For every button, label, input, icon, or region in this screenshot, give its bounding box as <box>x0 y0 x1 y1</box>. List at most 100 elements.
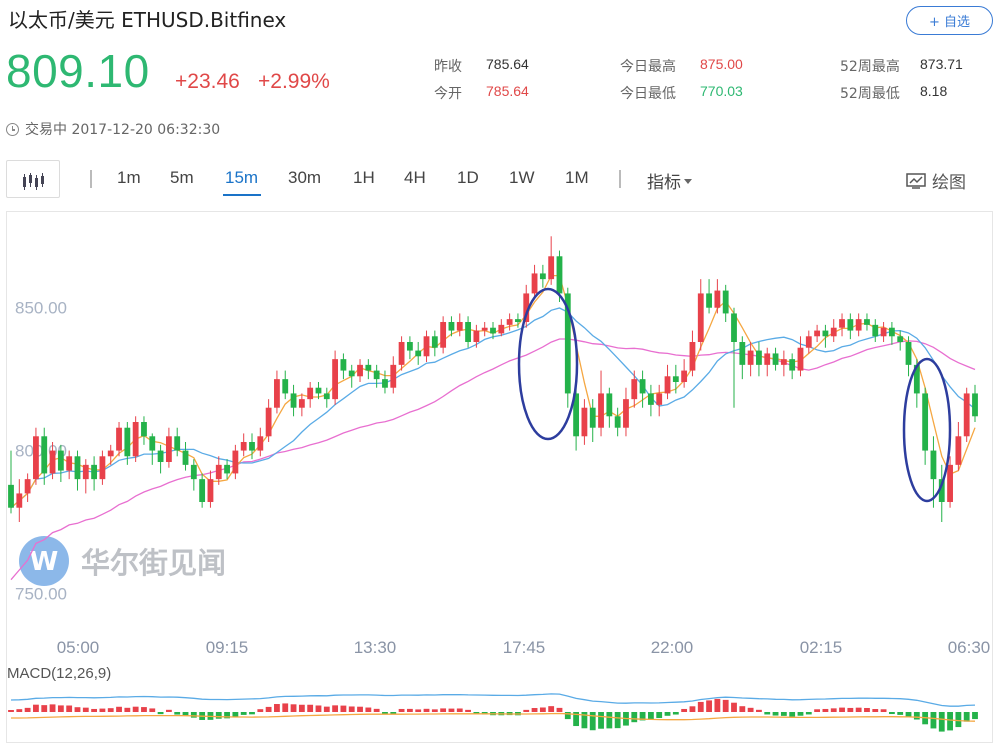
macd-bar <box>182 712 189 716</box>
tab-1h[interactable]: 1H <box>353 168 375 187</box>
macd-bar <box>947 712 953 731</box>
day-high-label: 今日最高 <box>620 59 676 75</box>
macd-bar <box>340 705 347 712</box>
macd-bar <box>332 705 339 712</box>
macd-bar <box>124 707 131 712</box>
macd-bar <box>814 709 821 712</box>
candle-body <box>947 464 953 502</box>
candle-body <box>66 456 73 471</box>
macd-bar <box>847 707 854 712</box>
candle-body <box>440 322 447 348</box>
macd-bar <box>714 698 721 712</box>
annotation-circle <box>517 287 579 441</box>
candle-body <box>465 322 471 342</box>
draw-button[interactable]: 绘图 <box>906 168 966 193</box>
x-tick-label: 06:30 <box>948 638 991 657</box>
macd-bar <box>57 705 64 712</box>
candle-body <box>390 364 397 388</box>
candle-body <box>506 319 513 325</box>
macd-label: MACD(12,26,9) <box>7 665 111 682</box>
candle-body <box>731 313 737 342</box>
macd-bar <box>531 708 538 712</box>
candle-body <box>772 353 779 365</box>
macd-bar <box>905 712 912 717</box>
day-high-value: 875.00 <box>700 56 743 72</box>
tab-1w[interactable]: 1W <box>509 168 535 187</box>
candle-body <box>249 442 255 451</box>
tab-30m[interactable]: 30m <box>288 168 322 187</box>
candle-body <box>124 427 131 457</box>
macd-bar <box>33 704 39 712</box>
macd-bar <box>872 709 879 712</box>
x-tick-label: 09:15 <box>206 638 249 657</box>
instrument-title: 以太币/美元 ETHUSD.Bitfinex <box>8 8 287 32</box>
candle-body <box>215 464 222 480</box>
candle-body <box>697 293 704 342</box>
macd-bar <box>639 712 646 721</box>
watermark-logo-icon <box>19 536 69 586</box>
macd-bar <box>41 705 48 712</box>
candle-body <box>415 350 422 357</box>
macd-bar <box>215 712 222 719</box>
macd-bar <box>589 712 596 731</box>
add-watchlist-button[interactable]: + 自选 <box>906 6 993 35</box>
macd-bar <box>348 706 355 712</box>
chart-type-button[interactable] <box>6 160 60 198</box>
tab-1d[interactable]: 1D <box>457 168 479 187</box>
macd-bar <box>689 706 696 712</box>
macd-bar <box>290 704 297 712</box>
macd-bar <box>398 708 405 712</box>
price-chart[interactable]: 850.00 800.00 750.00 W 华尔街见闻 05:00 09:15 13:30 1… <box>6 211 993 743</box>
x-tick-label: 17:45 <box>503 638 546 657</box>
macd-bar <box>465 709 471 712</box>
macd-bar <box>764 712 771 715</box>
candle-body <box>107 450 114 457</box>
macd-bar <box>24 707 31 712</box>
candle-body <box>573 393 580 437</box>
candle-body <box>33 436 39 480</box>
candle-body <box>805 336 812 348</box>
macd-bar <box>74 707 81 712</box>
macd-bar <box>955 712 962 728</box>
candle-body <box>448 322 455 331</box>
annotation-circle <box>902 357 952 503</box>
y-tick-label: 750.00 <box>15 584 67 603</box>
macd-bar <box>664 712 671 716</box>
macd-bar <box>157 712 164 715</box>
macd-bar <box>772 712 779 716</box>
tab-4h[interactable]: 4H <box>404 168 426 187</box>
tab-15m[interactable]: 15m <box>225 168 259 187</box>
tab-1m[interactable]: 1m <box>117 168 141 187</box>
macd-bar <box>423 708 430 712</box>
candle-body <box>531 273 538 294</box>
macd-bar <box>456 708 463 712</box>
candle-body <box>274 379 280 408</box>
indicators-dropdown[interactable]: 指标 <box>647 168 692 193</box>
macd-bar <box>830 708 837 712</box>
price-change: +23.46 <box>175 70 240 93</box>
macd-bar <box>99 708 106 712</box>
tab-1mo[interactable]: 1M <box>565 168 589 187</box>
candle-body <box>548 256 555 280</box>
candle-body <box>631 379 638 400</box>
macd-bar <box>839 707 845 712</box>
macd-bar <box>49 704 56 712</box>
candle-body <box>232 450 239 474</box>
macd-bar <box>681 708 688 712</box>
candle-body <box>423 336 430 357</box>
candle-body <box>739 342 746 365</box>
tab-5m[interactable]: 5m <box>170 168 194 187</box>
macd-bar <box>91 708 98 712</box>
x-tick-label: 13:30 <box>354 638 397 657</box>
candle-body <box>315 387 322 394</box>
candle-body <box>556 256 563 294</box>
candle-body <box>822 330 829 337</box>
candle-body <box>240 442 247 451</box>
macd-bar <box>880 709 887 712</box>
candle-body <box>49 450 56 474</box>
draw-label: 绘图 <box>932 173 966 193</box>
ma-line-slow <box>10 338 976 581</box>
macd-bar <box>274 704 280 712</box>
candle-body <box>523 293 530 322</box>
